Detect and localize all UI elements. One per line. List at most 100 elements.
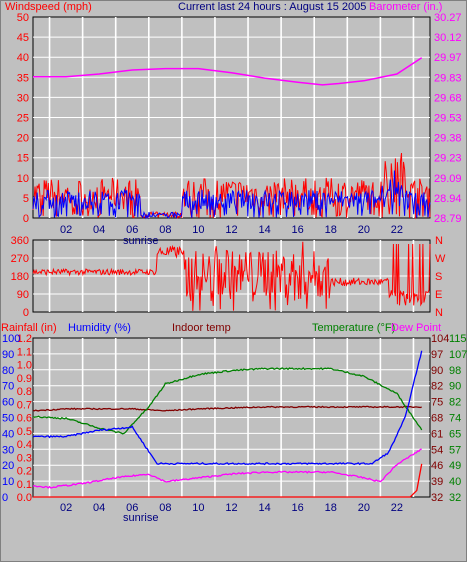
x-tick-label: 14 <box>258 502 270 514</box>
current-label: Current last 24 hours : August 15 2005 <box>178 1 366 13</box>
dir-tick-label: 270 <box>11 253 29 265</box>
x-tick-label: 04 <box>93 224 105 236</box>
x-tick-label: 10 <box>192 502 204 514</box>
rain-tick-label: 1.1 <box>17 346 32 358</box>
humidity-tick-label: 50 <box>2 413 14 425</box>
humidity-tick-label: 30 <box>2 444 14 456</box>
x-tick-label: 12 <box>225 224 237 236</box>
x-tick-label: 12 <box>225 502 237 514</box>
x-tick-label: 02 <box>60 224 72 236</box>
humidity-tick-label: 70 <box>2 381 14 393</box>
rain-tick-label: 0.8 <box>17 386 32 398</box>
wind-tick-label: 25 <box>17 113 29 125</box>
rainfall-series <box>33 463 423 498</box>
rain-tick-label: 1.2 <box>17 333 32 345</box>
wind-tick-label: 15 <box>17 153 29 165</box>
baro-tick-label: 29.97 <box>434 52 462 64</box>
dew-tick-label: 97 <box>431 349 443 361</box>
dew-tick-label: 54 <box>431 444 443 456</box>
wind-tick-label: 50 <box>17 12 29 24</box>
humidity-tick-label: 60 <box>2 397 14 409</box>
humidity-tick-label: 100 <box>2 333 20 345</box>
dew-tick-label: 82 <box>431 381 443 393</box>
rain-tick-label: 0.5 <box>17 426 32 438</box>
temp-tick-label: 74 <box>449 413 461 425</box>
rain-tick-label: 1.0 <box>17 360 32 372</box>
baro-tick-label: 29.23 <box>434 153 462 165</box>
baro-tick-label: 28.79 <box>434 213 462 225</box>
wind-axis-ticks: 5045403530252015105030.2730.1229.9729.83… <box>17 12 462 236</box>
temp-tick-label: 98 <box>449 365 461 377</box>
humidity-label: Humidity (%) <box>68 322 131 334</box>
baro-tick-label: 29.83 <box>434 72 462 84</box>
humidity-tick-label: 40 <box>2 428 14 440</box>
compass-tick-label: N <box>435 307 443 319</box>
rain-tick-label: 0.1 <box>17 479 32 491</box>
dewpoint-series <box>32 448 422 489</box>
sunrise-label-bottom: sunrise <box>123 512 158 524</box>
dew-tick-label: 68 <box>431 413 443 425</box>
baro-tick-label: 30.27 <box>434 12 462 24</box>
x-tick-label: 06 <box>126 502 138 514</box>
dewpoint-label: Dew Point <box>391 322 441 334</box>
temp-tick-label: 40 <box>449 476 461 488</box>
dir-tick-label: 180 <box>11 271 29 283</box>
temp-tick-label: 32 <box>449 492 461 504</box>
wind-tick-label: 10 <box>17 173 29 185</box>
temperature-label: Temperature (°F) <box>312 322 395 334</box>
baro-tick-label: 30.12 <box>434 32 462 44</box>
wind-tick-label: 35 <box>17 72 29 84</box>
dew-tick-label: 104 <box>431 333 449 345</box>
indoor-label: Indoor temp <box>172 322 231 334</box>
rain-tick-label: 0.7 <box>17 399 32 411</box>
temp-axis-ticks: 1.21.11.00.90.80.70.60.50.40.30.20.10.01… <box>2 333 467 514</box>
wind-tick-label: 45 <box>17 32 29 44</box>
compass-tick-label: S <box>435 271 442 283</box>
x-tick-label: 20 <box>358 502 370 514</box>
temp-tick-label: 82 <box>449 397 461 409</box>
x-tick-label: 16 <box>292 502 304 514</box>
temp-tick-label: 65 <box>449 428 461 440</box>
rain-tick-label: 0.4 <box>17 439 32 451</box>
dew-tick-label: 90 <box>431 365 443 377</box>
baro-tick-label: 29.53 <box>434 113 462 125</box>
x-tick-label: 14 <box>258 224 270 236</box>
dew-tick-label: 61 <box>431 428 443 440</box>
temp-tick-label: 107 <box>449 349 467 361</box>
humidity-tick-label: 10 <box>2 476 14 488</box>
baro-tick-label: 29.09 <box>434 173 462 185</box>
temp-grid <box>33 338 430 497</box>
temp-tick-label: 115 <box>449 333 467 345</box>
x-tick-label: 08 <box>159 224 171 236</box>
windspeed-label: Windspeed (mph) <box>5 1 92 13</box>
barometer-label: Barometer (in.) <box>369 1 442 13</box>
wind-gust-line <box>32 152 431 220</box>
dir-tick-label: 360 <box>11 235 29 247</box>
x-tick-label: 10 <box>192 224 204 236</box>
wind-tick-label: 5 <box>23 193 29 205</box>
x-tick-label: 22 <box>391 502 403 514</box>
sunrise-label-top: sunrise <box>123 235 158 247</box>
dew-tick-label: 32 <box>431 492 443 504</box>
barometer-series <box>33 57 423 86</box>
wind-avg-series <box>32 170 431 220</box>
x-tick-label: 18 <box>325 224 337 236</box>
x-tick-label: 16 <box>292 224 304 236</box>
rainfall-label: Rainfall (in) <box>1 322 57 334</box>
baro-tick-label: 29.68 <box>434 92 462 104</box>
wind-avg-line <box>32 170 431 220</box>
wind-tick-label: 0 <box>23 213 29 225</box>
x-tick-label: 22 <box>391 224 403 236</box>
dew-tick-label: 75 <box>431 397 443 409</box>
dew-tick-label: 46 <box>431 460 443 472</box>
humidity-series <box>32 350 423 466</box>
baro-tick-label: 29.38 <box>434 133 462 145</box>
direction-series <box>32 241 431 311</box>
rain-tick-label: 0.9 <box>17 373 32 385</box>
rain-tick-label: 0.6 <box>17 413 32 425</box>
temp-tick-label: 90 <box>449 381 461 393</box>
indoor-temp-series <box>32 405 422 412</box>
compass-tick-label: W <box>435 253 446 265</box>
